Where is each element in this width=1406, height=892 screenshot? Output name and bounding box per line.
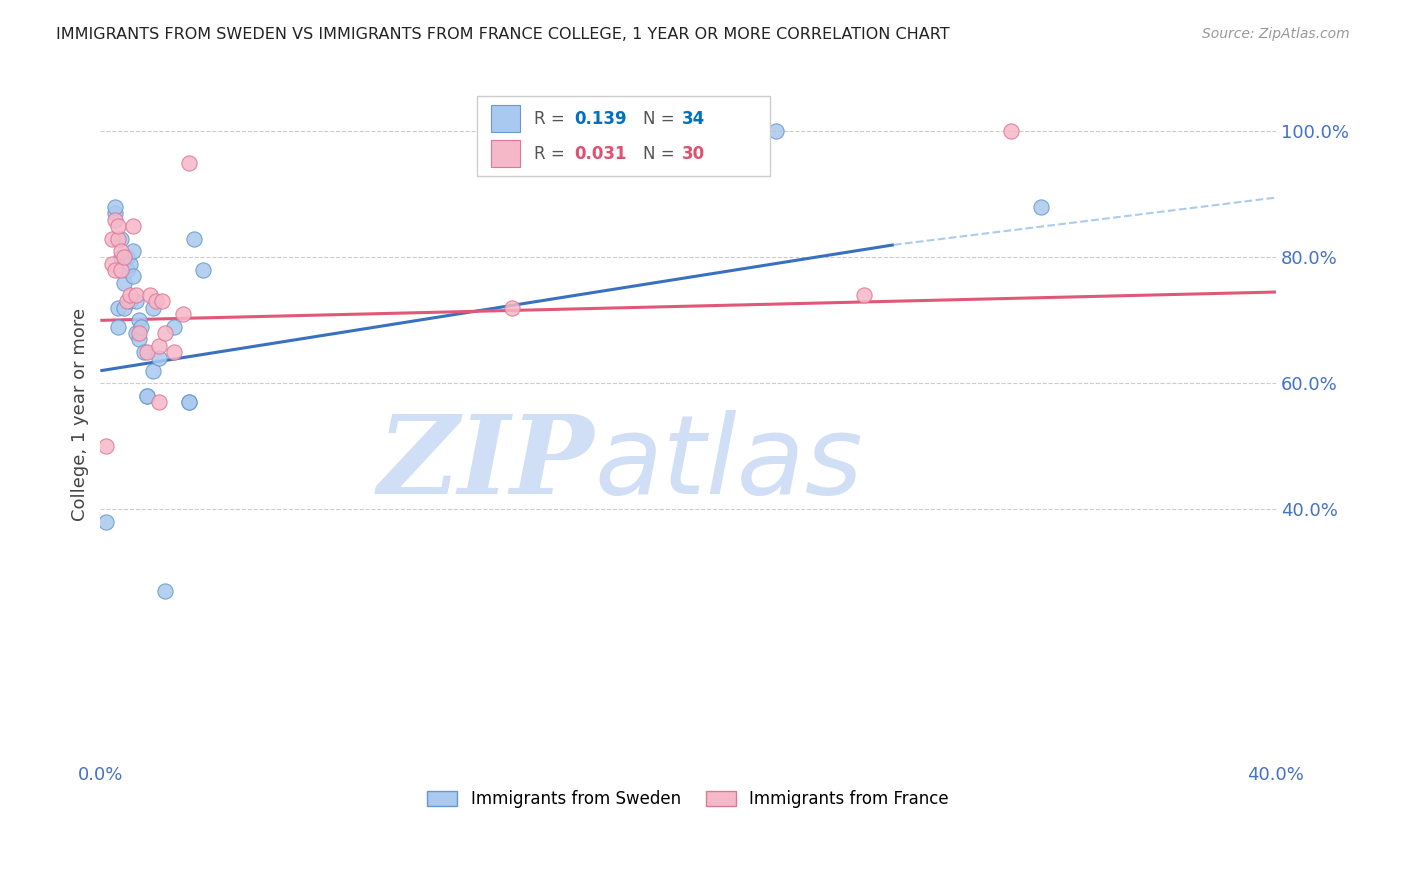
Point (128, 326, 150, 340)
Text: ZIP: ZIP (377, 409, 595, 517)
Point (101, 231, 124, 245)
Point (107, 231, 129, 245)
Point (107, 301, 129, 315)
Point (142, 301, 165, 315)
Point (134, 344, 156, 359)
Point (172, 307, 194, 321)
Point (136, 389, 159, 403)
Point (148, 395, 170, 409)
Point (177, 395, 200, 409)
Point (163, 319, 186, 334)
Point (96, 515, 118, 529)
Text: 0.031: 0.031 (574, 145, 627, 162)
Point (112, 276, 135, 290)
Point (115, 263, 138, 277)
Point (136, 344, 159, 359)
FancyBboxPatch shape (491, 105, 520, 132)
FancyBboxPatch shape (491, 140, 520, 167)
FancyBboxPatch shape (477, 96, 770, 176)
Point (124, 294, 146, 309)
Point (121, 219, 143, 233)
Text: 30: 30 (682, 145, 706, 162)
Point (193, 263, 215, 277)
Point (110, 251, 132, 265)
Legend: Immigrants from Sweden, Immigrants from France: Immigrants from Sweden, Immigrants from … (420, 784, 956, 815)
Point (131, 319, 153, 334)
Point (136, 389, 159, 403)
Point (128, 313, 150, 327)
Point (148, 351, 170, 365)
Point (177, 395, 200, 409)
Text: R =: R = (534, 145, 571, 162)
Text: N =: N = (644, 145, 681, 162)
Point (124, 288, 146, 302)
Point (153, 326, 176, 340)
Y-axis label: College, 1 year or more: College, 1 year or more (72, 309, 89, 521)
Point (139, 288, 162, 302)
Text: N =: N = (644, 110, 681, 128)
Text: IMMIGRANTS FROM SWEDEN VS IMMIGRANTS FROM FRANCE COLLEGE, 1 YEAR OR MORE CORRELA: IMMIGRANTS FROM SWEDEN VS IMMIGRANTS FRO… (56, 27, 950, 42)
Point (96, 439, 118, 453)
Point (183, 231, 205, 245)
Point (501, 301, 523, 315)
Point (121, 244, 143, 259)
Point (163, 344, 186, 359)
Text: 34: 34 (682, 110, 706, 128)
Point (115, 294, 138, 309)
Point (142, 364, 165, 378)
Point (118, 294, 141, 309)
Point (115, 251, 138, 265)
Text: 0.139: 0.139 (574, 110, 627, 128)
Point (150, 294, 173, 309)
Point (153, 584, 176, 599)
Point (107, 219, 129, 233)
Point (121, 269, 143, 284)
Point (110, 263, 132, 277)
Point (104, 206, 127, 220)
Point (118, 288, 141, 302)
Text: R =: R = (534, 110, 571, 128)
Point (853, 288, 876, 302)
Point (104, 263, 127, 277)
Point (177, 156, 200, 170)
Point (110, 244, 132, 259)
Point (124, 326, 146, 340)
Text: atlas: atlas (595, 409, 863, 516)
Point (107, 319, 129, 334)
Point (110, 231, 132, 245)
Point (1029, 200, 1052, 214)
Point (101, 257, 124, 271)
Text: Source: ZipAtlas.com: Source: ZipAtlas.com (1202, 27, 1350, 41)
Point (112, 301, 135, 315)
Point (145, 294, 167, 309)
Point (765, 124, 787, 138)
Point (1000, 124, 1022, 138)
Point (104, 200, 127, 214)
Point (148, 338, 170, 352)
Point (112, 251, 135, 265)
Point (104, 212, 127, 227)
Point (128, 332, 150, 346)
Point (118, 257, 141, 271)
